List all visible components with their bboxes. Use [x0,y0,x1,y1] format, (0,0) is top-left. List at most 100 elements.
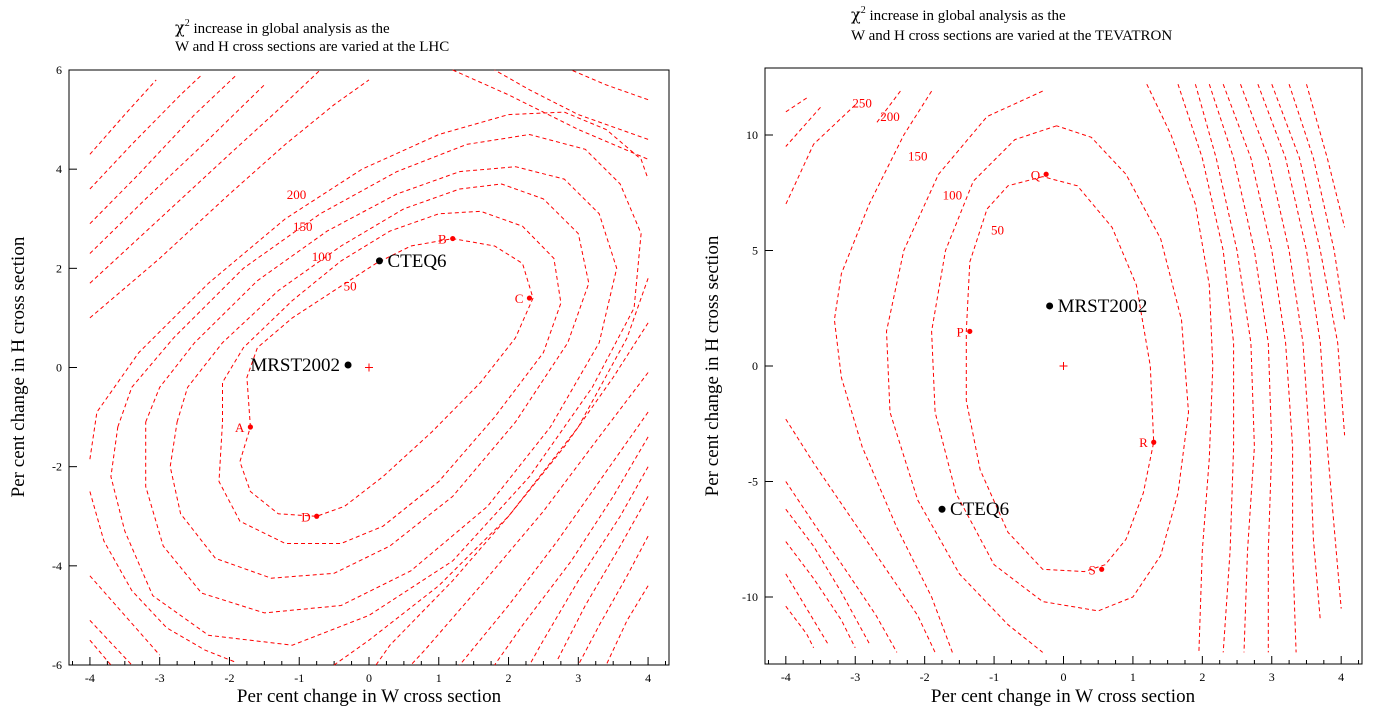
y-tick-label: 0 [752,359,758,373]
y-tick-label: 6 [56,63,62,77]
black-point-label: CTEQ6 [950,499,1009,520]
x-tick-label: -2 [224,671,234,685]
contour-label: 50 [991,222,1004,237]
contour-line [89,639,112,666]
contour-line [1194,84,1255,653]
y-tick-label: -6 [52,658,62,672]
plot-area: -4 -3 -2 -1 0 1 2 3 4-10-5051050100150200250QPRS… [742,83,1360,684]
x-tick-label: 3 [1269,670,1275,684]
red-point [967,328,973,334]
contour-label: 200 [287,187,307,202]
contour-label: 150 [293,219,313,234]
contour-line [1288,84,1346,320]
chart-title-text: increase in global analysis as the [190,21,390,37]
chart-lhc: χ2 increase in global analysis as the W … [8,18,670,707]
contour-line [218,210,562,544]
chart-tevatron: χ 2 increase in global analysis as the W … [702,5,1363,707]
x-tick-label: 4 [645,671,651,685]
contour-line [885,90,1044,653]
red-point-label: P [957,324,964,339]
contour-label: 50 [344,279,357,294]
y-tick-label: 4 [56,162,62,176]
contour-line [1271,84,1346,436]
x-axis-label: Per cent change in W cross section [931,686,1196,707]
contour-label: 100 [943,188,963,203]
x-tick-label: -4 [85,671,95,685]
y-tick-label: -2 [52,460,62,474]
contour-line [785,104,856,205]
black-point-label: CTEQ6 [387,251,446,272]
contour-line [1208,84,1273,653]
x-tick-label: 0 [366,671,372,685]
y-axis-label: Per cent change in H cross section [8,236,29,497]
black-point-label: MRST2002 [250,355,340,376]
y-tick-label: 10 [746,128,758,142]
contour-line [785,541,856,649]
contour-line [1146,83,1214,653]
red-point [247,424,253,430]
contour-line [333,278,649,666]
red-point [1099,566,1105,572]
x-tick-label: 3 [575,671,581,685]
chart-title-line2: W and H cross sections are varied at the… [175,39,449,55]
contour-label: 250 [852,95,872,110]
contour-label: 200 [880,109,900,124]
red-point [314,513,320,519]
contour-line [89,79,370,319]
y-tick-label: 0 [56,361,62,375]
contour-line [375,322,649,666]
contour-line [89,575,161,656]
chart-title-line1: χ2 increase in global analysis as the [175,18,390,37]
x-tick-label: 0 [1061,670,1067,684]
contour-line [145,166,618,614]
contour-line [110,133,642,646]
contour-line [89,79,157,155]
contour-line [89,620,133,666]
red-point [1043,171,1049,177]
x-tick-label: 4 [1338,670,1344,684]
x-axis-label: Per cent change in W cross section [237,686,502,707]
red-point-label: Q [1031,167,1041,182]
contour-line [410,372,649,666]
black-point [344,361,352,369]
x-tick-label: -2 [920,670,930,684]
contour-line [89,491,237,663]
red-point-label: A [235,420,245,435]
black-point [375,257,383,265]
chart-title-line2: W and H cross sections are varied at the… [851,28,1172,44]
y-tick-label: -5 [748,475,758,489]
black-point [1046,302,1054,310]
contour-line [89,84,265,254]
x-tick-label: -1 [989,670,999,684]
x-tick-label: 2 [1199,670,1205,684]
red-point-label: B [438,232,447,247]
contour-line [169,183,590,579]
contour-line [459,411,649,666]
x-tick-label: 1 [1130,670,1136,684]
contour-line [1222,84,1297,653]
contour-line [89,111,649,460]
contour-line [239,238,534,517]
x-tick-label: -4 [781,670,791,684]
contour-line [931,125,1190,612]
red-point-label: S [1088,562,1095,577]
contour-label: 100 [312,249,332,264]
chart-title-text: increase in global analysis as the [866,8,1066,24]
red-point-label: C [515,291,524,306]
chi-superscript: 2 [185,18,190,29]
chi-symbol: χ [851,5,861,24]
contour-line [1240,84,1321,621]
contour-label: 150 [908,148,928,163]
contour-line [494,69,649,140]
y-tick-label: -4 [52,559,62,573]
black-point-label: MRST2002 [1058,296,1148,317]
x-tick-label: -1 [294,671,304,685]
contour-line [89,69,321,284]
contour-line [785,508,870,644]
contour-line [605,585,649,666]
contour-line [571,69,649,101]
contour-line [1306,84,1346,228]
contour-line [494,436,649,666]
red-point [526,295,533,301]
x-tick-label: 2 [506,671,512,685]
